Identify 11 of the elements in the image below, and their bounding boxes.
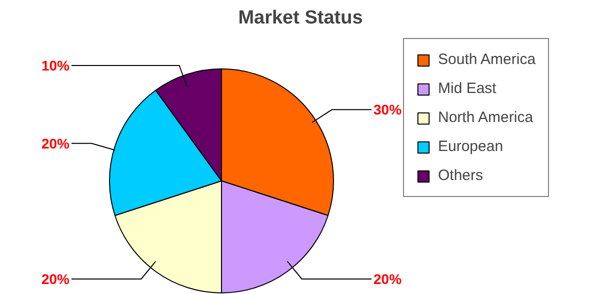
data-label: 20% xyxy=(41,271,70,288)
legend-label: European xyxy=(438,138,504,155)
legend-label: North America xyxy=(438,109,534,126)
chart-title: Market Status xyxy=(238,8,363,28)
data-label: 20% xyxy=(41,135,70,152)
legend-label: Others xyxy=(438,167,484,184)
legend-label: South America xyxy=(438,51,536,68)
legend-label: Mid East xyxy=(438,80,496,97)
data-label: 30% xyxy=(374,102,402,118)
data-label: 10% xyxy=(41,58,70,74)
data-label: 20% xyxy=(374,271,402,288)
